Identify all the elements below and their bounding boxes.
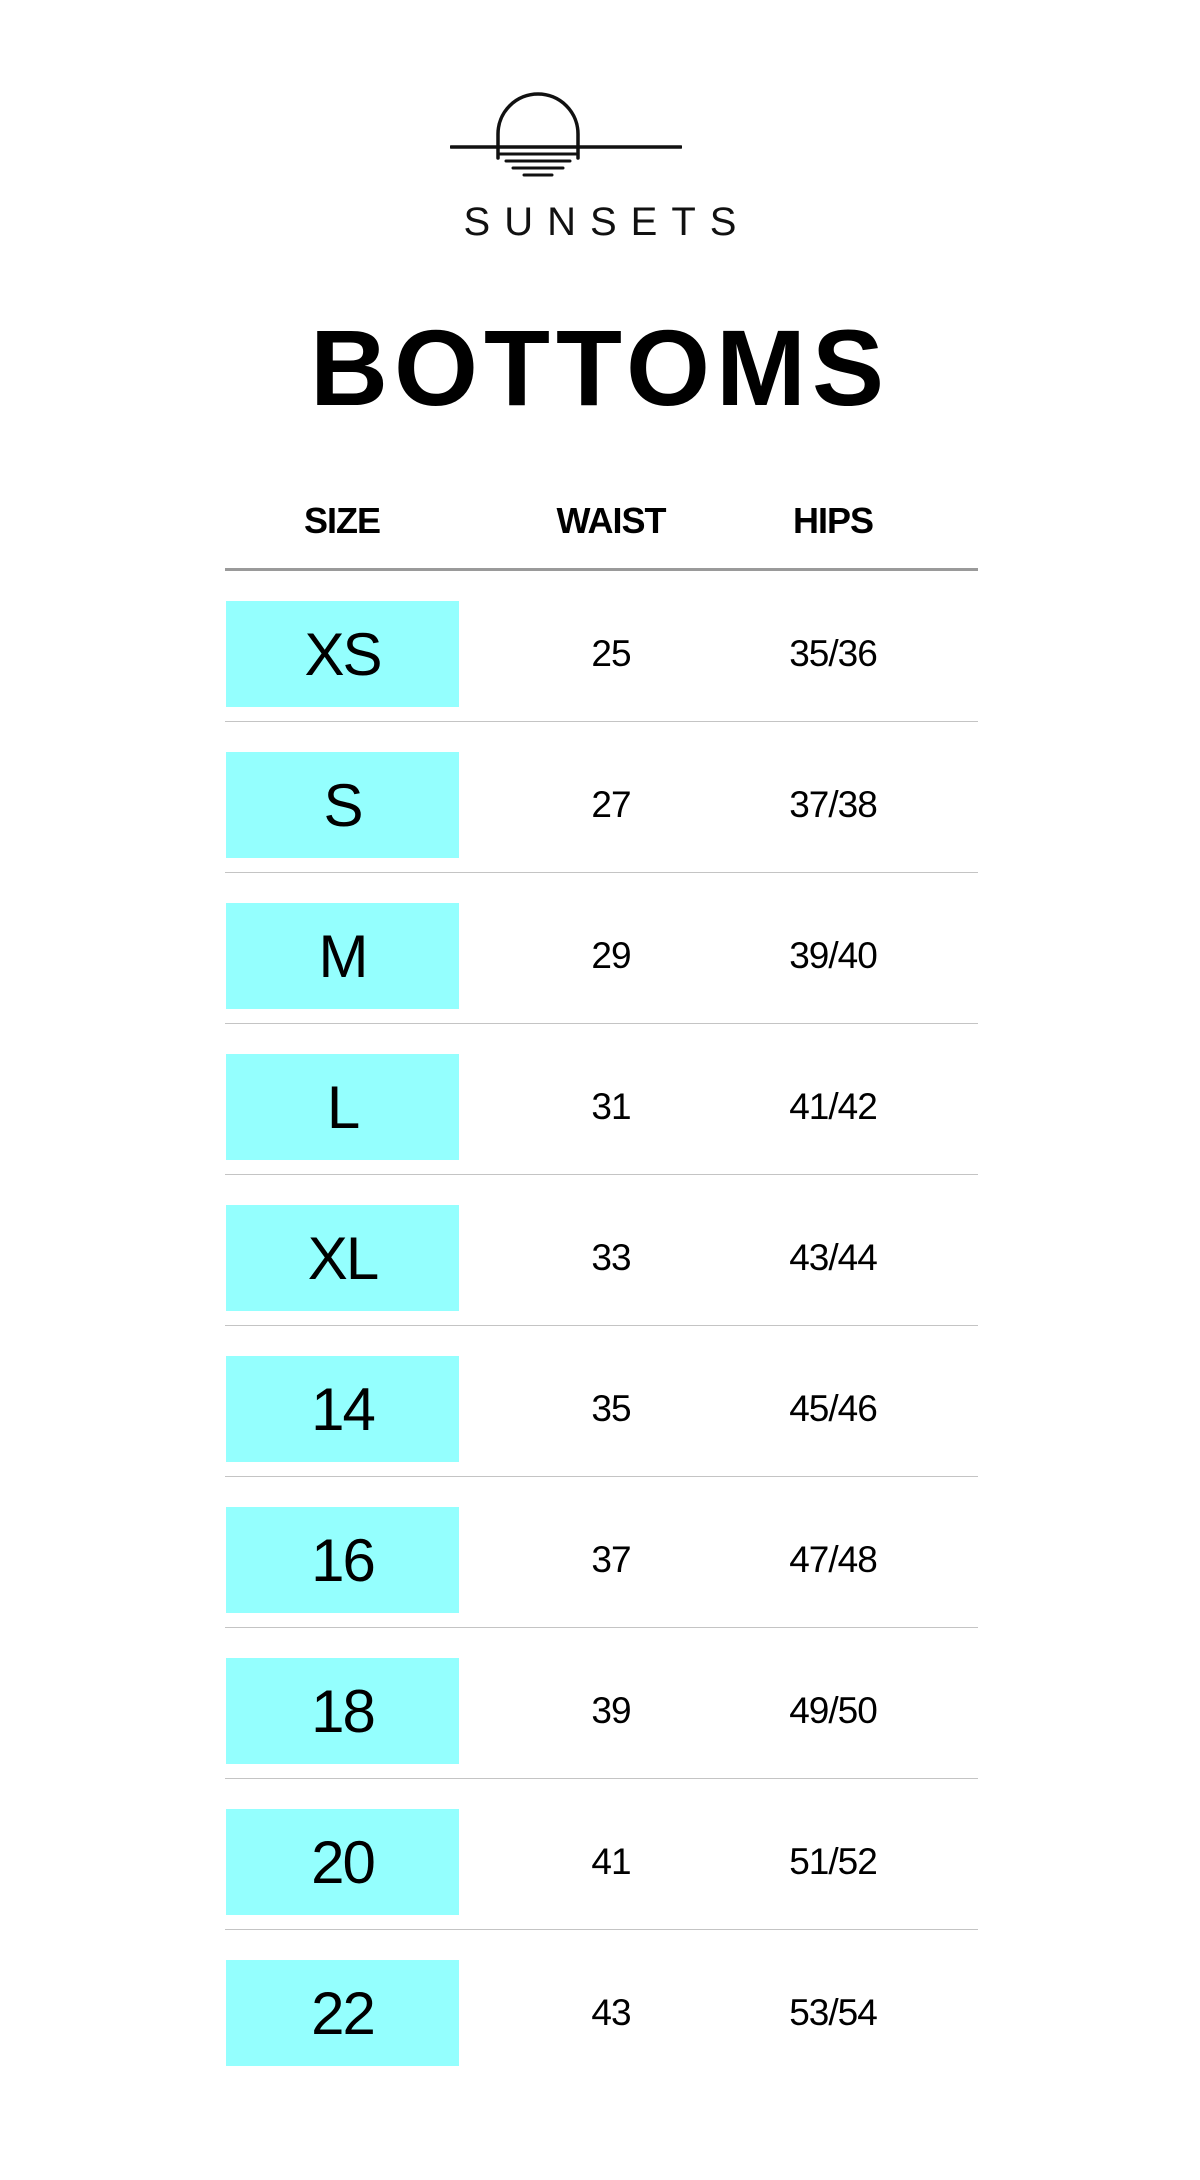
table-row: 22 43 53/54 — [225, 1930, 978, 2080]
hips-cell: 49/50 — [789, 1690, 878, 1731]
sunset-logo-icon — [450, 92, 682, 177]
size-cell: 20 — [226, 1809, 459, 1915]
waist-cell: 43 — [591, 1992, 631, 2033]
waist-cell: 29 — [591, 935, 631, 976]
hips-cell: 39/40 — [789, 935, 878, 976]
size-cell: L — [226, 1054, 459, 1160]
waist-cell: 33 — [591, 1237, 631, 1278]
table-row: 14 35 45/46 — [225, 1326, 978, 1477]
table-row: S 27 37/38 — [225, 722, 978, 873]
header-waist: WAIST — [556, 500, 667, 541]
size-table: XS 25 35/36 S 27 37/38 M 29 39/40 L 31 41/42 XL 33 43/… — [225, 571, 978, 2080]
header-hips: HIPS — [792, 500, 874, 541]
page-title: BOTTOMS — [310, 307, 890, 428]
hips-cell: 43/44 — [789, 1237, 878, 1278]
size-cell: M — [226, 903, 459, 1009]
waist-cell: 25 — [591, 633, 631, 674]
size-cell: S — [226, 752, 459, 858]
header-size: SIZE — [303, 500, 381, 541]
waist-cell: 37 — [591, 1539, 631, 1580]
size-cell: XS — [226, 601, 459, 707]
waist-cell: 39 — [591, 1690, 631, 1731]
hips-cell: 47/48 — [789, 1539, 878, 1580]
table-row: 18 39 49/50 — [225, 1628, 978, 1779]
table-row: L 31 41/42 — [225, 1024, 978, 1175]
hips-cell: 53/54 — [789, 1992, 878, 2033]
hips-cell: 35/36 — [789, 633, 878, 674]
waist-cell: 31 — [591, 1086, 631, 1127]
table-row: M 29 39/40 — [225, 873, 978, 1024]
table-row: XL 33 43/44 — [225, 1175, 978, 1326]
brand-name: SUNSETS — [463, 200, 751, 244]
hips-cell: 41/42 — [789, 1086, 878, 1127]
waist-cell: 27 — [591, 784, 631, 825]
size-cell: XL — [226, 1205, 459, 1311]
table-row: 20 41 51/52 — [225, 1779, 978, 1930]
size-cell: 14 — [226, 1356, 459, 1462]
hips-cell: 51/52 — [789, 1841, 878, 1882]
waist-cell: 41 — [591, 1841, 631, 1882]
table-row: 16 37 47/48 — [225, 1477, 978, 1628]
hips-cell: 37/38 — [789, 784, 878, 825]
waist-cell: 35 — [591, 1388, 631, 1429]
hips-cell: 45/46 — [789, 1388, 878, 1429]
size-cell: 22 — [226, 1960, 459, 2066]
size-cell: 16 — [226, 1507, 459, 1613]
table-row: XS 25 35/36 — [225, 571, 978, 722]
size-cell: 18 — [226, 1658, 459, 1764]
table-header: SIZE WAIST HIPS — [225, 500, 978, 571]
